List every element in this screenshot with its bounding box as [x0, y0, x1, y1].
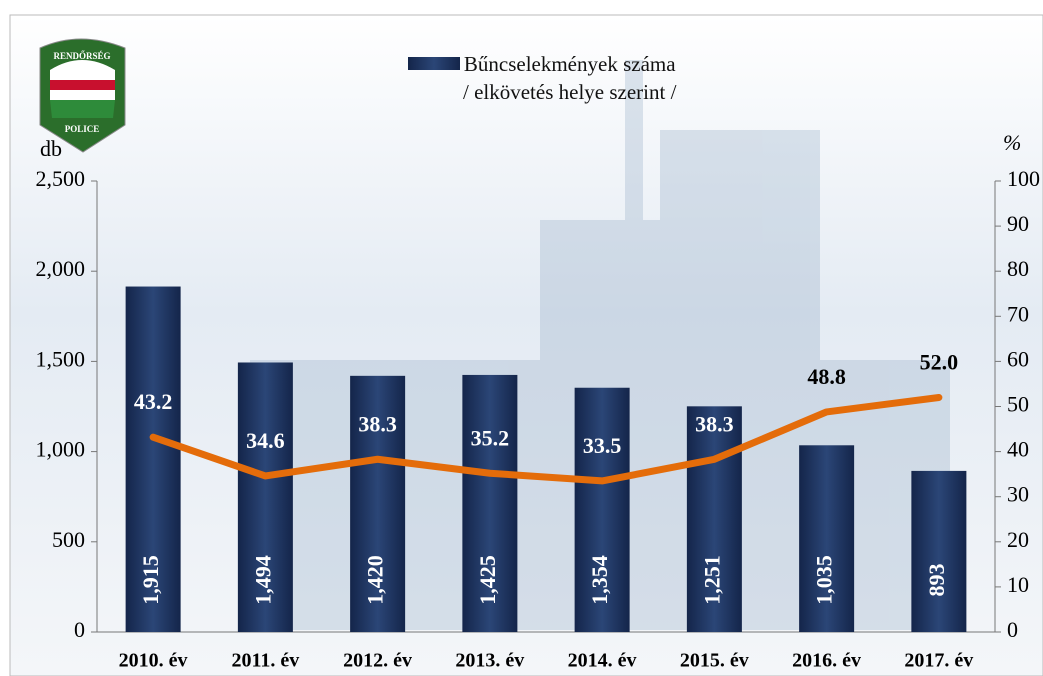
y-tick-label: 2,000	[36, 256, 86, 281]
x-tick-label: 2015. év	[680, 650, 749, 672]
y-tick-label: 1,500	[36, 346, 86, 371]
line-value-label: 43.2	[134, 389, 173, 414]
bar	[350, 375, 406, 632]
y2-tick-label: 50	[1007, 392, 1029, 417]
x-tick-label: 2016. év	[792, 650, 861, 672]
bar-value-label: 1,494	[250, 555, 275, 605]
legend-swatch	[408, 57, 460, 70]
line-value-label: 38.3	[695, 411, 734, 436]
bar	[686, 406, 742, 632]
y2-tick-label: 0	[1007, 617, 1018, 642]
x-tick-label: 2012. év	[343, 650, 412, 672]
y2-tick-label: 70	[1007, 301, 1029, 326]
bar	[125, 286, 181, 632]
y-tick-label: 0	[74, 617, 85, 642]
x-tick-label: 2014. év	[568, 650, 637, 672]
y2-tick-label: 30	[1007, 482, 1029, 507]
bar-value-label: 1,425	[475, 555, 500, 605]
y2-tick-label: 40	[1007, 437, 1029, 462]
x-tick-label: 2011. év	[231, 650, 299, 672]
legend-label: Bűncselekmények száma / elkövetés helye …	[463, 52, 677, 104]
plot-background	[9, 14, 1043, 676]
bar-value-label: 893	[924, 564, 949, 597]
y2-tick-label: 20	[1007, 527, 1029, 552]
bar	[799, 445, 855, 632]
bar-value-label: 1,251	[699, 555, 724, 605]
svg-text:RENDŐRSÉG: RENDŐRSÉG	[53, 51, 110, 61]
y-tick-label: 1,000	[36, 437, 86, 462]
line-value-label: 38.3	[358, 411, 397, 436]
bar-value-label: 1,420	[363, 555, 388, 605]
y2-tick-label: 60	[1007, 346, 1029, 371]
line-value-label: 48.8	[807, 364, 846, 389]
bar	[574, 387, 630, 632]
bar	[462, 374, 518, 632]
police-logo: RENDŐRSÉG POLICE	[39, 38, 126, 153]
y2-tick-label: 100	[1007, 166, 1040, 191]
y2-tick-label: 10	[1007, 572, 1029, 597]
bar	[911, 470, 967, 632]
x-tick-label: 2017. év	[904, 650, 973, 672]
bar-value-label: 1,915	[138, 555, 163, 605]
line-value-label: 52.0	[920, 350, 959, 375]
y2-tick-label: 80	[1007, 256, 1029, 281]
bar	[237, 362, 293, 632]
bar-value-label: 1,035	[812, 555, 837, 605]
y-axis-label: db	[40, 136, 62, 161]
line-value-label: 35.2	[471, 425, 510, 450]
svg-text:POLICE: POLICE	[65, 124, 100, 134]
y-tick-label: 2,500	[36, 166, 86, 191]
y2-axis-label: %	[1003, 130, 1021, 155]
bar-value-label: 1,354	[587, 555, 612, 605]
x-tick-label: 2013. év	[455, 650, 524, 672]
line-value-label: 34.6	[246, 428, 285, 453]
y2-tick-label: 90	[1007, 211, 1029, 236]
y-tick-label: 500	[52, 527, 85, 552]
x-tick-label: 2010. év	[119, 650, 188, 672]
line-value-label: 33.5	[583, 433, 622, 458]
line	[149, 393, 943, 485]
